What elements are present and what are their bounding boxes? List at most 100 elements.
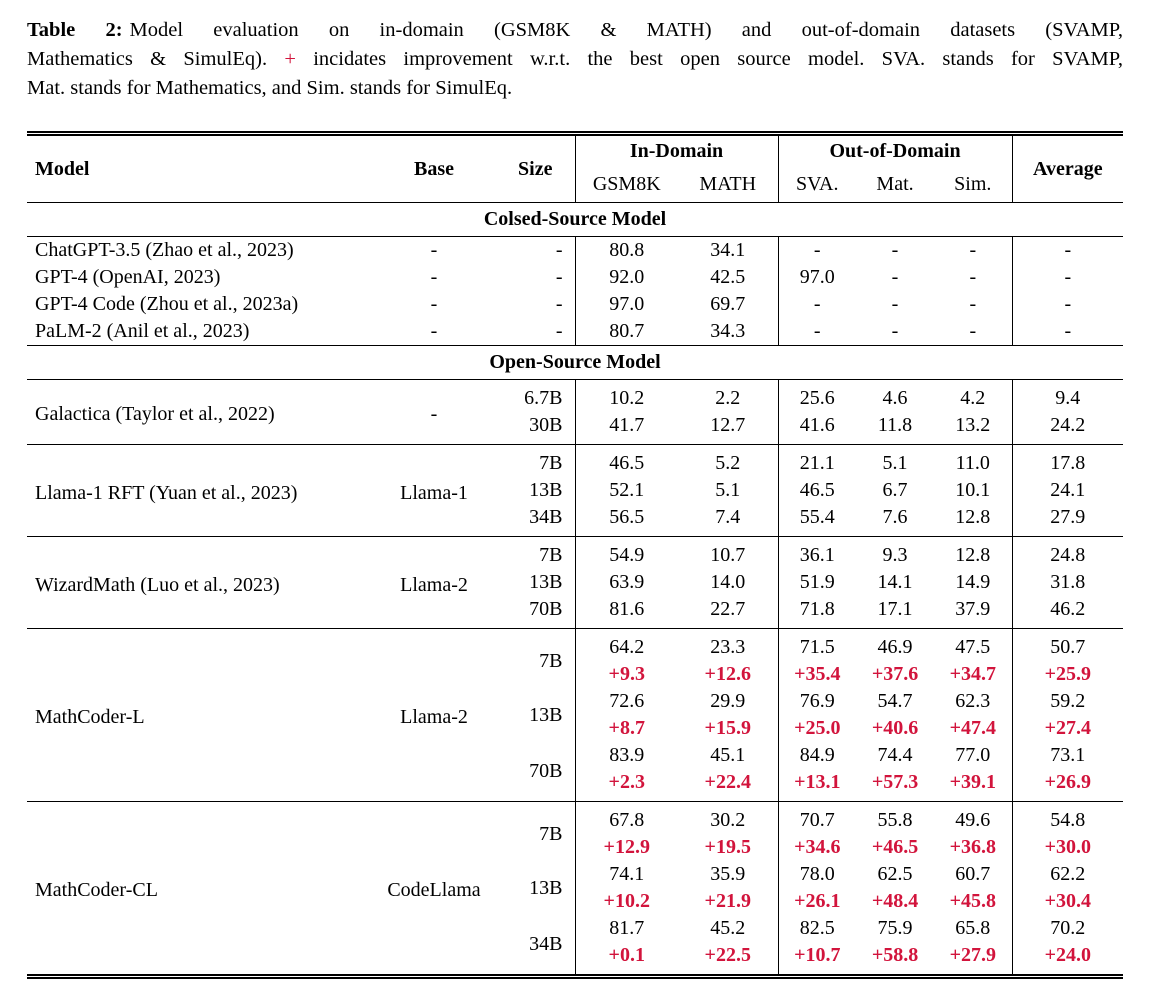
score-value: 74.1: [574, 861, 678, 888]
score-value: 73.1: [1011, 742, 1124, 769]
score-value: 5.1: [882, 452, 908, 474]
header-average: Average: [1011, 133, 1124, 203]
score-value: 63.9: [574, 569, 678, 596]
table-row: 70B 81.6 22.7 71.8 17.1 37.9 46.2: [27, 596, 1124, 629]
score-value: -: [1011, 318, 1124, 346]
score-value: 65.8: [955, 917, 991, 939]
score-value: 30.2: [710, 809, 746, 831]
header-gsm8k: GSM8K: [574, 166, 678, 203]
score-value: 22.7: [710, 598, 746, 620]
score-value: 34.3: [710, 320, 746, 342]
score-value: 69.7: [710, 293, 746, 315]
score-value: 4.6: [882, 387, 908, 409]
table-row: 13B 63.9 14.0 51.9 14.1 14.9 31.8: [27, 569, 1124, 596]
score-value: 2.2: [715, 387, 741, 409]
table-row: 34B 56.5 7.4 55.4 7.6 12.8 27.9: [27, 504, 1124, 537]
score-value: 51.9: [777, 569, 857, 596]
score-value: 17.1: [877, 598, 913, 620]
score-value: 46.9: [877, 636, 913, 658]
score-value: 64.2: [574, 628, 678, 661]
score-value: -: [1011, 236, 1124, 264]
score-value: 37.9: [955, 598, 991, 620]
score-value: 13.2: [955, 414, 991, 436]
score-value: 46.2: [1011, 596, 1124, 629]
score-value: 23.3: [710, 636, 746, 658]
improvement-row: +0.1 +22.5 +10.7 +58.8 +27.9 +24.0: [27, 942, 1124, 977]
score-value: 97.0: [574, 291, 678, 318]
score-value: 83.9: [574, 742, 678, 769]
score-value: 81.7: [574, 915, 678, 942]
improvement-value: +25.0: [777, 715, 857, 742]
caption-text: Mat. stands for Mathematics, and Sim. st…: [27, 77, 513, 99]
score-value: 49.6: [955, 809, 991, 831]
score-value: 78.0: [777, 861, 857, 888]
table-row: WizardMath (Luo et al., 2023) Llama-2 7B 54…: [27, 536, 1124, 596]
improvement-value: +0.1: [574, 942, 678, 977]
score-value: 74.4: [877, 744, 913, 766]
improvement-value: +36.8: [949, 836, 996, 858]
score-value: 14.0: [710, 571, 746, 593]
table-row: 13B 74.1 35.9 78.0 62.5 60.7 62.2: [27, 861, 1124, 899]
model-name: MathCoder-L: [35, 706, 145, 728]
model-size: 7B: [539, 544, 563, 566]
header-sva: SVA.: [777, 166, 857, 203]
score-value: 71.8: [777, 596, 857, 629]
score-value: 70.7: [777, 801, 857, 834]
score-value: 27.9: [1011, 504, 1124, 537]
improvement-value: +27.4: [1011, 715, 1124, 742]
score-value: 60.7: [955, 863, 991, 885]
improvement-value: +57.3: [871, 771, 919, 793]
score-value: 76.9: [777, 688, 857, 715]
table-row: GPT-4 (OpenAI, 2023) - -92.0 42.5 97.0- - -: [27, 264, 1124, 291]
section-title: Colsed-Source Model: [483, 208, 667, 230]
header-mat: Mat.: [876, 172, 914, 195]
improvement-value: +40.6: [871, 717, 919, 739]
base-model: -: [430, 239, 438, 261]
score-value: 75.9: [877, 917, 913, 939]
base-model: -: [430, 293, 438, 315]
improvement-value: +13.1: [777, 769, 857, 802]
model-size: 6.7B: [524, 387, 563, 409]
score-value: -: [891, 293, 899, 315]
score-value: 12.8: [955, 506, 991, 528]
model-name: Galactica (Taylor et al., 2022): [35, 403, 275, 425]
caption-line: Mat. stands for Mathematics, and Sim. st…: [27, 74, 1123, 103]
table-row: PaLM-2 (Anil et al., 2023) - -80.7 34.3- - - -: [27, 318, 1124, 346]
score-value: -: [891, 266, 899, 288]
score-value: 36.1: [777, 536, 857, 569]
improvement-value: +12.9: [574, 834, 678, 861]
score-value: 41.7: [574, 412, 678, 445]
model-name: Llama-1 RFT (Yuan et al., 2023): [35, 481, 298, 504]
header-row-datasets: GSM8K MATH SVA. Mat. Sim.: [27, 166, 1123, 203]
model-name: GPT-4 Code (Zhou et al., 2023a): [35, 293, 299, 315]
improvement-value: +22.5: [704, 944, 751, 966]
model-size: 7B: [539, 822, 563, 845]
score-value: 12.8: [955, 544, 991, 566]
improvement-value: +27.9: [949, 944, 996, 966]
improvement-row: +10.2 +21.9 +26.1 +48.4 +45.8 +30.4: [27, 888, 1124, 915]
improvement-value: +48.4: [871, 890, 919, 912]
model-size: 34B: [529, 933, 563, 955]
score-value: 45.2: [710, 917, 746, 939]
table-row: Galactica (Taylor et al., 2022) - 6.7B 10.2…: [27, 379, 1124, 425]
model-size: 34B: [529, 506, 563, 528]
score-value: 21.1: [777, 444, 857, 477]
header-sim: Sim.: [954, 172, 992, 195]
score-value: 7.6: [882, 506, 908, 528]
caption-text: Model evaluation on in-domain (GSM8K & M…: [129, 19, 1123, 41]
score-value: 50.7: [1011, 628, 1124, 661]
model-size: 7B: [539, 649, 563, 672]
score-value: -: [891, 320, 899, 342]
model-size: 13B: [529, 703, 563, 726]
score-value: 77.0: [955, 744, 991, 766]
score-value: 52.1: [574, 477, 678, 504]
score-value: 70.2: [1011, 915, 1124, 942]
improvement-row: +9.3 +12.6 +35.4 +37.6 +34.7 +25.9: [27, 661, 1124, 688]
score-value: 14.9: [955, 571, 991, 593]
improvement-value: +58.8: [871, 944, 919, 966]
score-value: -: [969, 239, 977, 261]
score-value: 59.2: [1011, 688, 1124, 715]
score-value: 80.7: [574, 318, 678, 346]
score-value: 34.1: [710, 239, 746, 261]
score-value: 46.5: [777, 477, 857, 504]
